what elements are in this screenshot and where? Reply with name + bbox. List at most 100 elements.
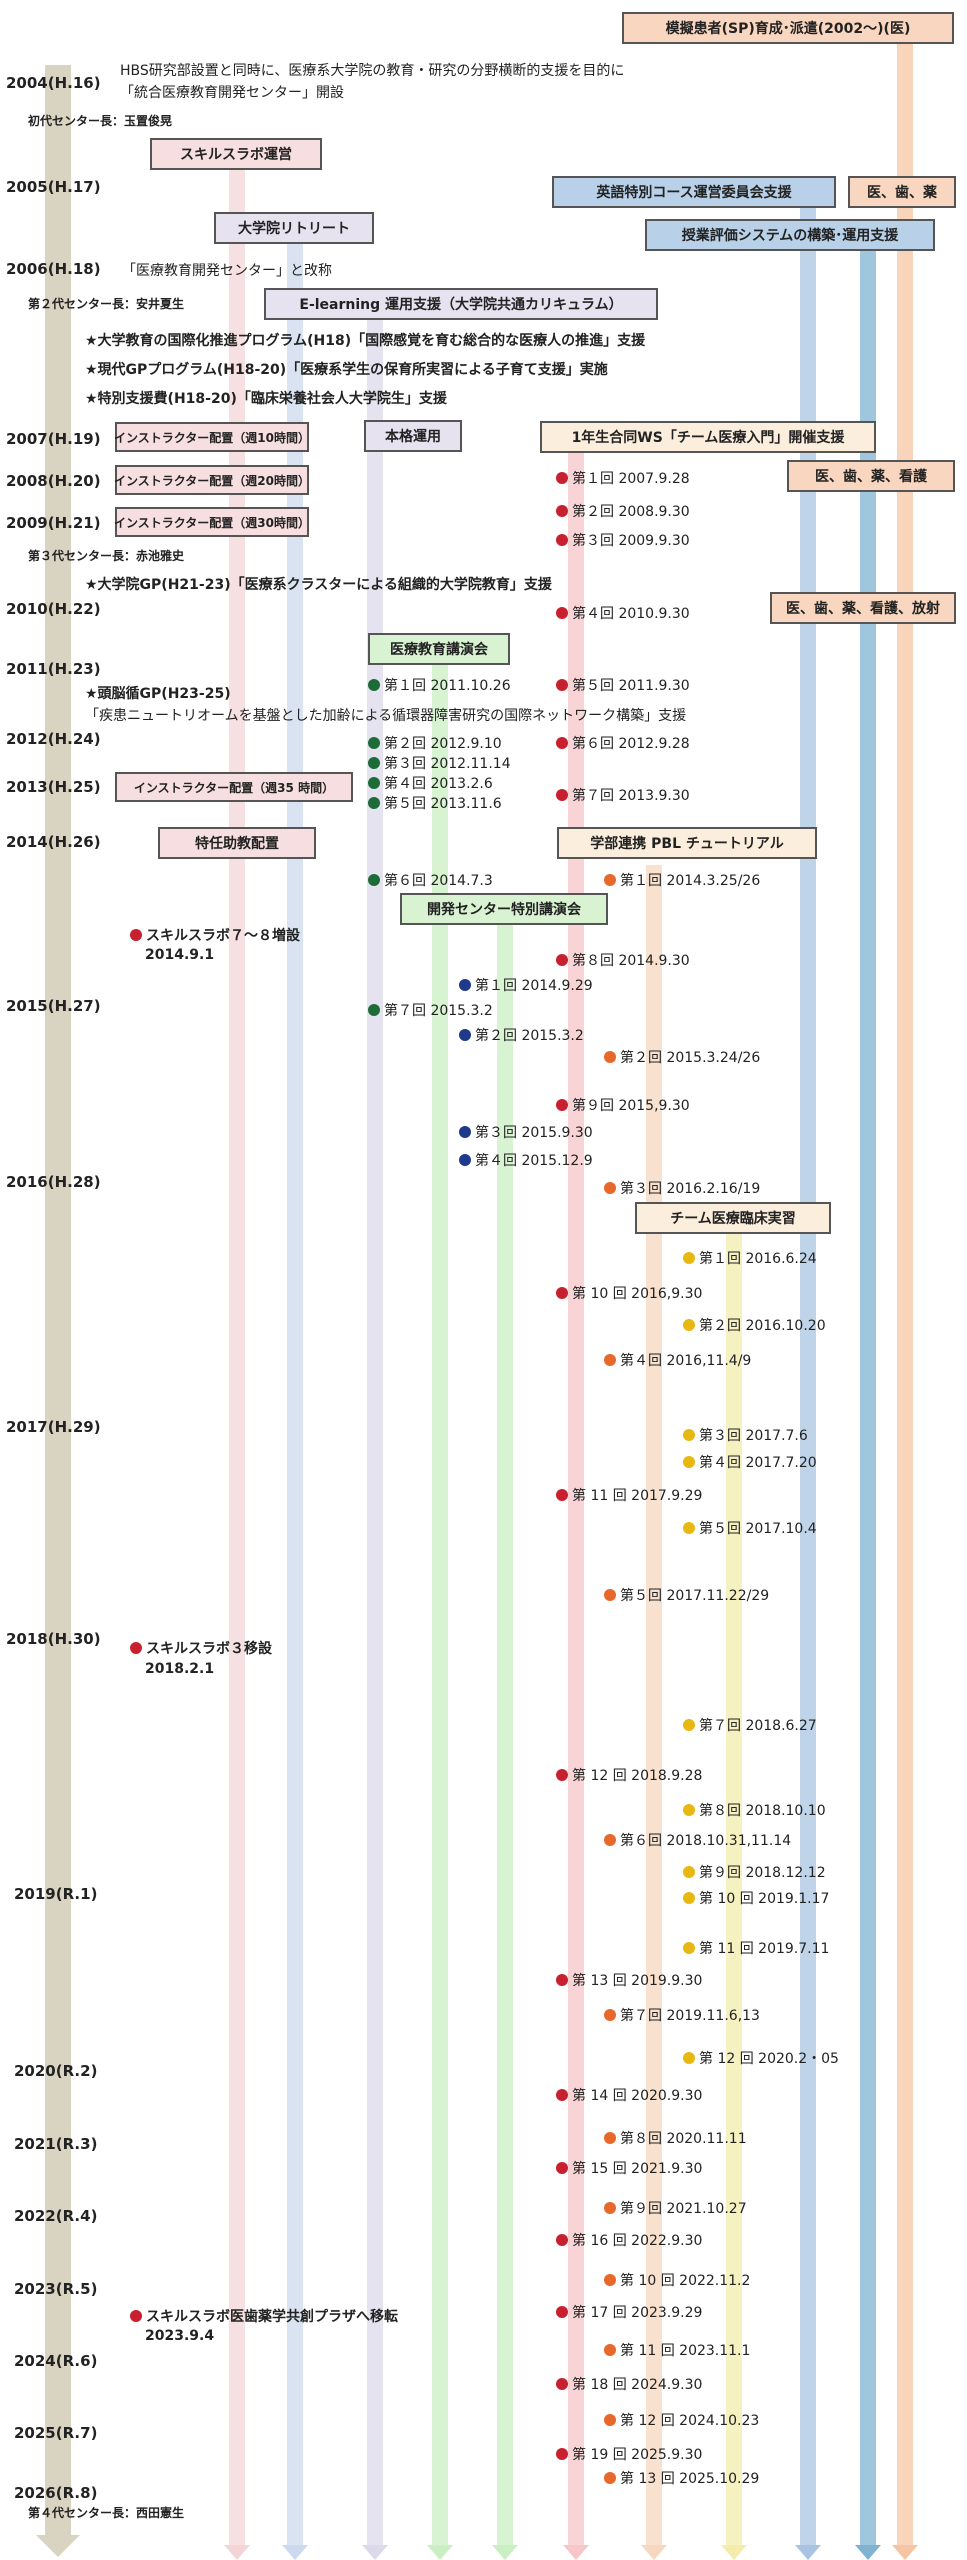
event-dot [556,2448,568,2460]
event-label: 第３回 2012.11.14 [384,756,511,772]
lecture-box: 医療教育講演会 [368,633,510,665]
event-dot [604,1589,616,1601]
event-green-item: 第４回 2013.2.6 [368,773,493,793]
event-orange-item: 第２回 2015.3.24/26 [604,1047,760,1067]
year-label: 2014(H.26) [6,833,101,851]
faculty-box: 医、歯、薬、看護、放射 [770,592,956,624]
event-red-item: 第 12 回 2018.9.28 [556,1765,702,1785]
event-red-item: 第５回 2011.9.30 [556,675,690,695]
event-label: 第 15 回 2021.9.30 [572,2161,703,2177]
event-dot [556,954,568,966]
event-dot [683,1252,695,1264]
event-yellow-item: 第２回 2016.10.20 [683,1315,826,1335]
event-red-item: 第３回 2009.9.30 [556,530,690,550]
event-dot [368,737,380,749]
year-label: 2004(H.16) [6,74,101,92]
event-label: 第５回 2013.11.6 [384,796,502,812]
event-dot [604,1834,616,1846]
event-dot [556,1287,568,1299]
lane-clinical [726,1215,742,2548]
rename-text: 「医療教育開発センター」と改称 [122,263,332,279]
event-label: 第 17 回 2023.9.29 [572,2305,703,2321]
year-label: 2008(H.20) [6,472,101,490]
event-label: 第５回 2017.10.4 [699,1521,817,1537]
event-label: 第３回 2015.9.30 [475,1125,593,1141]
year-label: 2023(R.5) [14,2280,98,2298]
event-navy-item: 第２回 2015.3.2 [459,1025,584,1045]
event-label: 第４回 2010.9.30 [572,606,690,622]
event-dot [459,1029,471,1041]
event-red-item: 第６回 2012.9.28 [556,733,690,753]
event-dot [368,679,380,691]
event-dot [604,1354,616,1366]
skills-lab-event-date: 2023.9.4 [145,2328,215,2344]
event-dot [556,789,568,801]
event-label: 第 11 回 2019.7.11 [699,1941,830,1957]
event-label: 第７回 2019.11.6,13 [620,2008,760,2024]
year-label: 2011(H.23) [6,660,101,678]
lane-arrowhead [855,2545,881,2560]
event-red-item: 第９回 2015,9.30 [556,1095,690,1115]
event-label: 第５回 2011.9.30 [572,678,690,694]
event-green-item: 第６回 2014.7.3 [368,870,493,890]
event-yellow-item: 第 11 回 2019.7.11 [683,1938,829,1958]
assistant-box: 特任助教配置 [158,827,316,859]
lane-pbl [646,865,662,2548]
year-label: 2015(H.27) [6,997,101,1015]
event-navy-item: 第４回 2015.12.9 [459,1150,593,1170]
event-label: 第１回 2014.9.29 [475,978,593,994]
event-label: 第２回 2012.9.10 [384,736,502,752]
event-label: 第１回 2007.9.28 [572,471,690,487]
event-red-item: 第 11 回 2017.9.29 [556,1485,702,1505]
star-item-detail: 「疾患ニュートリオームを基盤とした加齢による循環器障害研究の国際ネットワーク構築… [85,708,687,724]
event-yellow-item: 第４回 2017.7.20 [683,1452,817,1472]
lane-arrowhead [492,2545,518,2560]
event-red-item: 第４回 2010.9.30 [556,603,690,623]
event-yellow-item: 第９回 2018.12.12 [683,1862,826,1882]
event-label: 第 12 回 2018.9.28 [572,1768,703,1784]
event-orange-item: 第９回 2021.10.27 [604,2198,747,2218]
faculty-box: 医、歯、薬 [848,176,956,208]
lane-center-lecture [497,925,513,2548]
event-green-item: 第３回 2012.11.14 [368,753,511,773]
event-navy-item: 第３回 2015.9.30 [459,1122,593,1142]
year-label: 2017(H.29) [6,1418,101,1436]
skills-lab-event: スキルスラボ３移設 [130,1638,272,1658]
event-label: 第 12 回 2020.2・05 [699,2051,839,2067]
event-label: 第７回 2013.9.30 [572,788,690,804]
star-item: ★頭脳循GP(H23-25) [85,686,231,702]
event-yellow-item: 第７回 2018.6.27 [683,1715,817,1735]
clinical-box: チーム医療臨床実習 [635,1202,831,1234]
event-label: 第６回 2012.9.28 [572,736,690,752]
event-dot [683,2052,695,2064]
event-label: 第８回 2020.11.11 [620,2131,747,2147]
event-orange-item: 第４回 2016,11.4/9 [604,1350,751,1370]
event-orange-item: 第８回 2020.11.11 [604,2128,747,2148]
event-dot [556,472,568,484]
event-label: 第９回 2015,9.30 [572,1098,690,1114]
year-label: 2026(R.8) [14,2484,98,2502]
event-dot [459,1126,471,1138]
lane-arrowhead [641,2545,667,2560]
event-dot [683,1719,695,1731]
year-label: 2005(H.17) [6,178,101,196]
event-dot [556,679,568,691]
lane-eval [860,245,876,2548]
director-4: 第４代センター長：西田憲生 [28,2506,185,2520]
event-label: 第２回 2015.3.2 [475,1028,584,1044]
event-label: 第９回 2021.10.27 [620,2201,747,2217]
year-label: 2016(H.28) [6,1173,101,1191]
year-label: 2024(R.6) [14,2352,98,2370]
event-dot [556,1099,568,1111]
event-yellow-item: 第１回 2016.6.24 [683,1248,817,1268]
event-dot [368,777,380,789]
event-red-item: 第 15 回 2021.9.30 [556,2158,702,2178]
event-yellow-item: 第３回 2017.7.6 [683,1425,808,1445]
event-label: 第８回 2014.9.30 [572,953,690,969]
event-label: 第３回 2017.7.6 [699,1428,808,1444]
event-red-item: 第 13 回 2019.9.30 [556,1970,702,1990]
instructor-box: インストラクター配置（週10時間） [114,422,310,452]
event-red-item: 第２回 2008.9.30 [556,501,690,521]
event-dot [459,979,471,991]
event-dot [459,1154,471,1166]
